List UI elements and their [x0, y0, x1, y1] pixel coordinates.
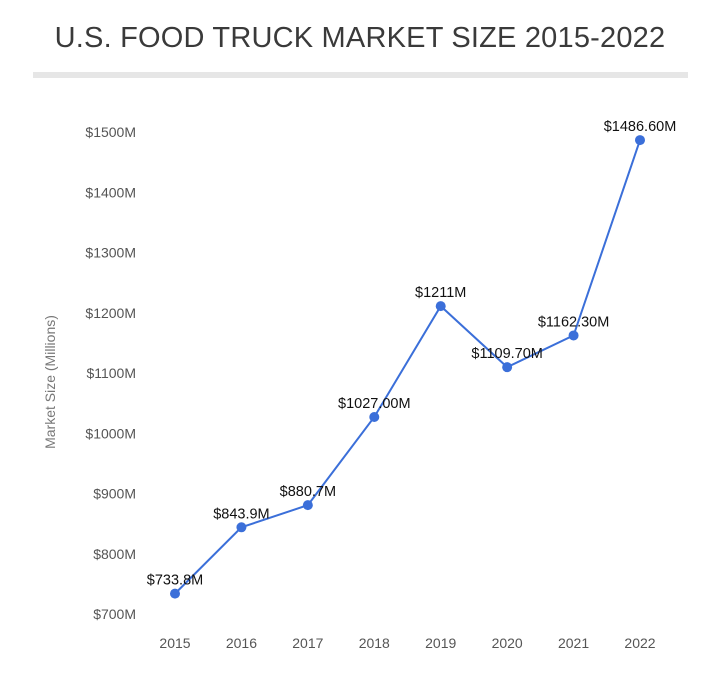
series-line	[174, 139, 641, 595]
data-label: $880.7M	[280, 484, 336, 500]
y-tick-label: $800M	[93, 546, 136, 562]
x-tick-label: 2021	[558, 635, 589, 651]
x-tick-label: 2018	[359, 635, 390, 651]
y-axis-label: Market Size (Millions)	[42, 315, 58, 449]
x-tick-label: 2019	[425, 635, 456, 651]
data-label: $1027.00M	[338, 396, 411, 412]
data-label: $733.8M	[147, 573, 203, 589]
data-point	[635, 135, 645, 146]
y-tick-label: $1300M	[85, 245, 136, 261]
x-tick-label: 2016	[226, 635, 257, 651]
x-tick-label: 2015	[159, 635, 190, 651]
data-point	[502, 362, 513, 373]
y-tick-label: $1000M	[85, 425, 136, 441]
y-tick-label: $1200M	[85, 305, 136, 321]
data-label: $1162.30M	[538, 314, 609, 330]
x-tick-label: 2020	[492, 635, 523, 651]
y-tick-label: $1500M	[85, 124, 136, 140]
title-divider	[33, 72, 688, 78]
y-tick-label: $1400M	[85, 184, 136, 200]
x-tick-label: 2022	[624, 635, 655, 651]
data-point	[170, 588, 180, 599]
data-point	[302, 500, 313, 511]
chart-title: U.S. FOOD TRUCK MARKET SIZE 2015-2022	[54, 22, 666, 54]
data-point	[435, 301, 446, 312]
data-point	[369, 411, 380, 422]
x-tick-label: 2017	[292, 635, 323, 651]
data-point	[568, 330, 579, 341]
y-tick-label: $1100M	[86, 365, 136, 381]
data-label: $1109.70M	[471, 346, 542, 362]
data-label: $1486.60M	[604, 119, 677, 135]
y-tick-label: $900M	[93, 486, 136, 502]
data-label: $1211M	[415, 285, 466, 301]
y-tick-label: $700M	[93, 606, 136, 622]
data-point	[236, 522, 247, 533]
data-label: $843.9M	[213, 506, 269, 522]
